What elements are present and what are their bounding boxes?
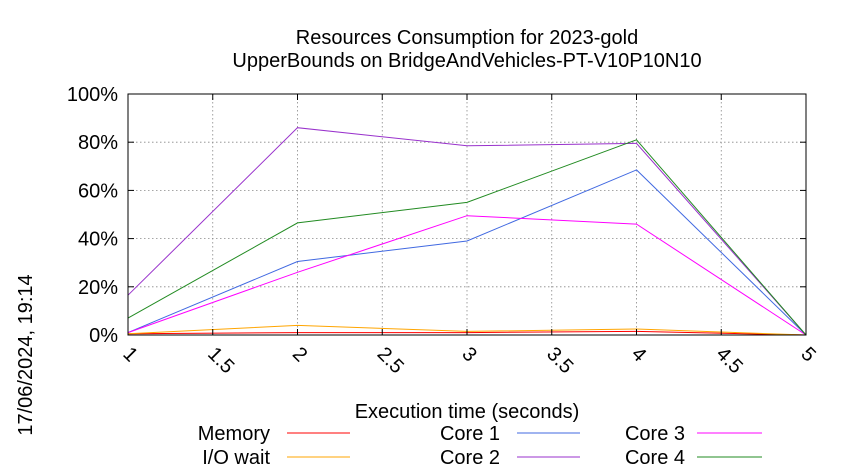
legend-label-memory: Memory: [198, 423, 270, 445]
y-tick-label: 100%: [67, 84, 118, 106]
x-tick-label: 3.5: [542, 343, 577, 378]
y-tick-label: 40%: [78, 229, 118, 251]
y-tick-label: 60%: [78, 180, 118, 202]
legend-label-core-3: Core 3: [625, 423, 685, 445]
series-line-core-4: [127, 139, 807, 336]
x-tick-label: 4: [627, 343, 650, 366]
x-axis-label: Execution time (seconds): [355, 401, 580, 423]
x-tick-label: 2: [288, 343, 311, 366]
y-tick-label: 80%: [78, 132, 118, 154]
legend-label-core-2: Core 2: [440, 447, 500, 469]
series-line-core-1: [127, 169, 807, 336]
grid-layer: [128, 94, 806, 335]
x-tick-label: 2.5: [373, 343, 408, 378]
y-tick-label: 0%: [89, 325, 118, 347]
chart-title: Resources Consumption for 2023-gold: [296, 27, 638, 49]
legend-label-i-o-wait: I/O wait: [202, 447, 270, 469]
x-tick-label: 4.5: [712, 343, 747, 378]
x-tick-label: 1: [118, 343, 141, 366]
series-line-core-3: [127, 215, 807, 336]
legend-label-core-1: Core 1: [440, 423, 500, 445]
y-tick-label: 20%: [78, 277, 118, 299]
chart-subtitle: UpperBounds on BridgeAndVehicles-PT-V10P…: [232, 50, 701, 72]
timestamp: 17/06/2024, 19:14: [15, 274, 37, 435]
tick-layer: 0% 20% 40% 60% 80% 100% 1 1.5 2 2.5 3 3.5 4 4.5 5: [67, 84, 820, 378]
x-tick-label: 1.5: [203, 343, 238, 378]
x-tick-label: 5: [796, 343, 819, 366]
series-line-core-2: [127, 127, 807, 336]
x-tick-label: 3: [457, 343, 480, 366]
legend-label-core-4: Core 4: [625, 447, 685, 469]
